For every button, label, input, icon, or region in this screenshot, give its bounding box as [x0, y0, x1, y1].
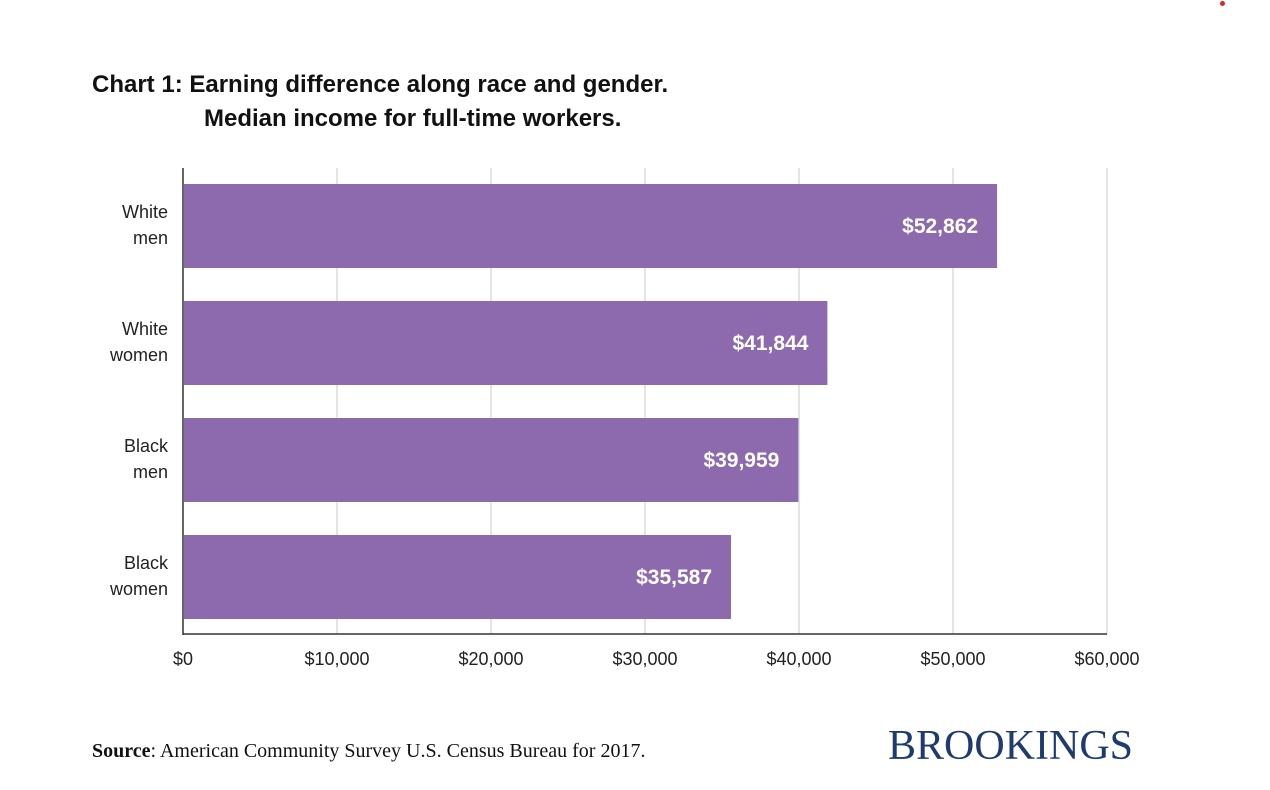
- category-label-0-1: men: [133, 228, 168, 248]
- x-tick-label-0: $0: [173, 649, 193, 669]
- source-key: Source: [92, 740, 151, 762]
- category-label-1-0: White: [122, 319, 168, 339]
- chart-title-line-2: Median income for full-time workers.: [204, 105, 622, 132]
- x-tick-label-3: $30,000: [612, 649, 677, 669]
- value-label-0: $52,862: [902, 215, 978, 238]
- bars: [184, 184, 998, 619]
- category-label-2-0: Black: [124, 436, 169, 456]
- brookings-logo: BROOKINGS: [888, 723, 1134, 769]
- category-label-2-1: men: [133, 462, 168, 482]
- category-label-3-1: women: [109, 579, 168, 599]
- source-note: Source: American Community Survey U.S. C…: [92, 740, 645, 763]
- bar-3: [184, 535, 732, 619]
- category-label-1-1: women: [109, 345, 168, 365]
- x-tick-label-1: $10,000: [304, 649, 369, 669]
- category-label-3-0: Black: [124, 553, 169, 573]
- corner-dot-marker: [1220, 1, 1225, 6]
- x-tick-label-2: $20,000: [458, 649, 523, 669]
- value-label-1: $41,844: [732, 332, 808, 355]
- labels: $52,862 White men $41,844 White women $39,959 B…: [109, 202, 1140, 669]
- x-tick-label-5: $50,000: [920, 649, 985, 669]
- bar-0: [184, 184, 998, 268]
- x-tick-label-6: $60,000: [1074, 649, 1139, 669]
- axes: [182, 168, 1107, 635]
- source-text: : American Community Survey U.S. Census …: [150, 740, 646, 762]
- category-label-0-0: White: [122, 202, 168, 222]
- chart-title-line-1: Chart 1: Earning difference along race a…: [92, 71, 669, 98]
- value-label-2: $39,959: [703, 449, 779, 472]
- bar-1: [184, 301, 828, 385]
- x-tick-label-4: $40,000: [766, 649, 831, 669]
- bar-2: [184, 418, 799, 502]
- value-label-3: $35,587: [636, 566, 712, 589]
- chart-title: Chart 1: Earning difference along race a…: [92, 68, 668, 136]
